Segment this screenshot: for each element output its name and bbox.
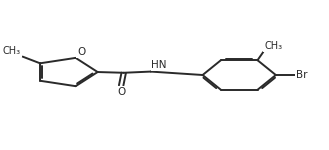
Text: Br: Br bbox=[296, 70, 307, 80]
Text: O: O bbox=[117, 87, 125, 97]
Text: CH₃: CH₃ bbox=[264, 41, 282, 51]
Text: CH₃: CH₃ bbox=[3, 46, 21, 56]
Text: HN: HN bbox=[151, 60, 167, 70]
Text: O: O bbox=[77, 47, 86, 57]
